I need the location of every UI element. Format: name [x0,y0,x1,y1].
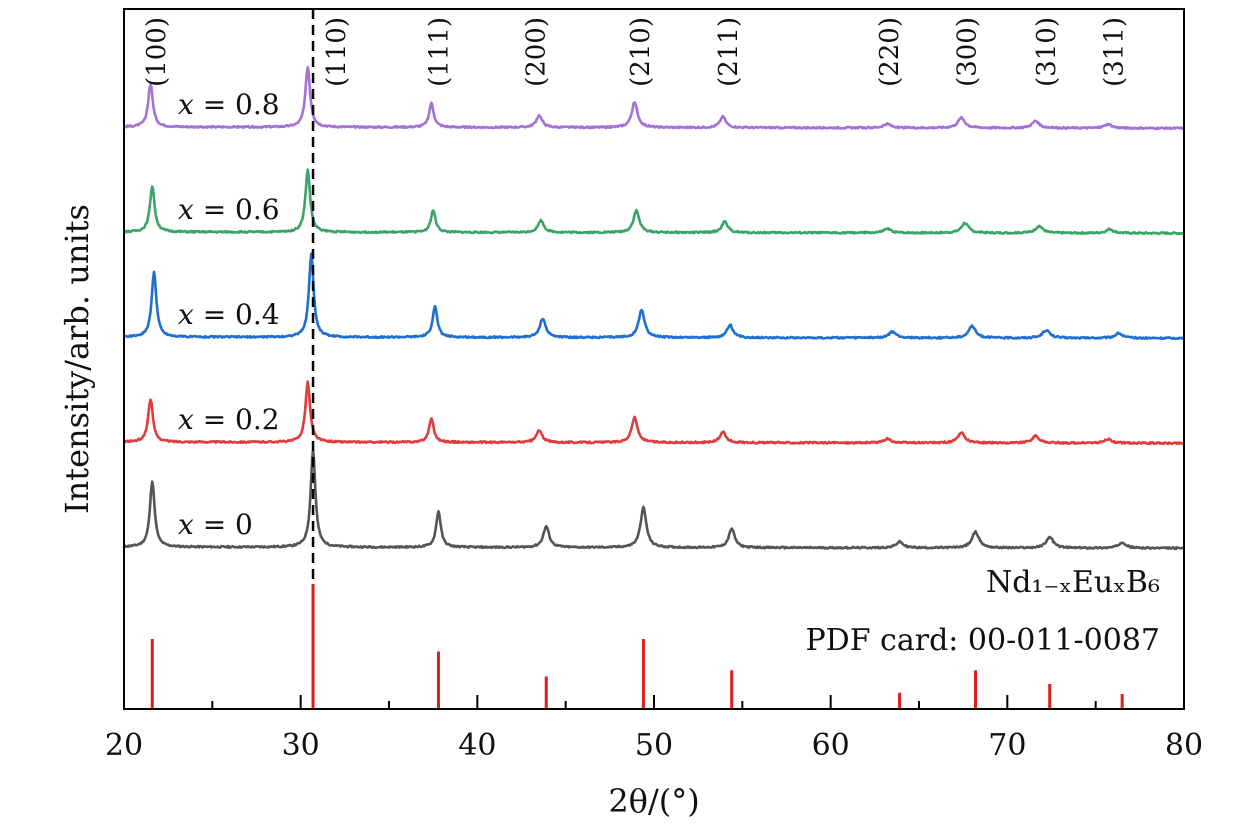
x-tick-label-20: 20 [105,728,143,763]
hkl-label-200: (200) [522,17,552,87]
plot-frame [123,8,1185,710]
pattern-x-0-4 [123,252,1186,341]
hkl-label-300: (300) [953,17,983,87]
x-axis-ticks: 20 30 40 50 60 70 80 [105,695,1203,763]
pattern-x-0-6 [123,168,1185,236]
pattern-x-0-8 [123,65,1185,131]
pattern-x-0 [123,448,1185,551]
hkl-label-111: (111) [424,17,454,87]
x-tick-label-60: 60 [812,728,850,763]
hkl-label-310: (310) [1032,17,1062,87]
x-tick-label-80: 80 [1165,728,1203,763]
compound-formula: Nd₁₋ₓEuₓB₆ [986,565,1160,600]
series-label-x-0-6: x = 0.6 [178,193,280,226]
reference-peaks [150,584,1124,709]
hkl-label-311: (311) [1099,17,1129,87]
hkl-label-220: (220) [875,17,905,87]
text-labels: x = 0 x = 0.2 x = 0.4 x = 0.6 x = 0.8(100) (1… [142,17,1130,541]
pdf-card-label: PDF card: 00-011-0087 [805,623,1160,658]
x-tick-label-70: 70 [988,728,1026,763]
hkl-label-100: (100) [142,17,172,87]
x-axis-title: 2θ/(°) [608,782,699,820]
series-label-x-0-8: x = 0.8 [178,88,280,121]
pattern-x-0-2 [123,380,1185,446]
x-tick-label-40: 40 [458,728,496,763]
hkl-label-210: (210) [626,17,656,87]
series-label-x-0-4: x = 0.4 [178,298,280,331]
y-axis-title: Intensity/arb. units [58,204,96,514]
xrd-patterns [123,65,1186,551]
hkl-label-211: (211) [714,17,744,87]
x-tick-label-50: 50 [635,728,673,763]
x-tick-label-30: 30 [282,728,320,763]
hkl-label-110: (110) [322,17,352,87]
series-label-x-0: x = 0 [178,508,253,541]
series-label-x-0-2: x = 0.2 [178,403,280,436]
